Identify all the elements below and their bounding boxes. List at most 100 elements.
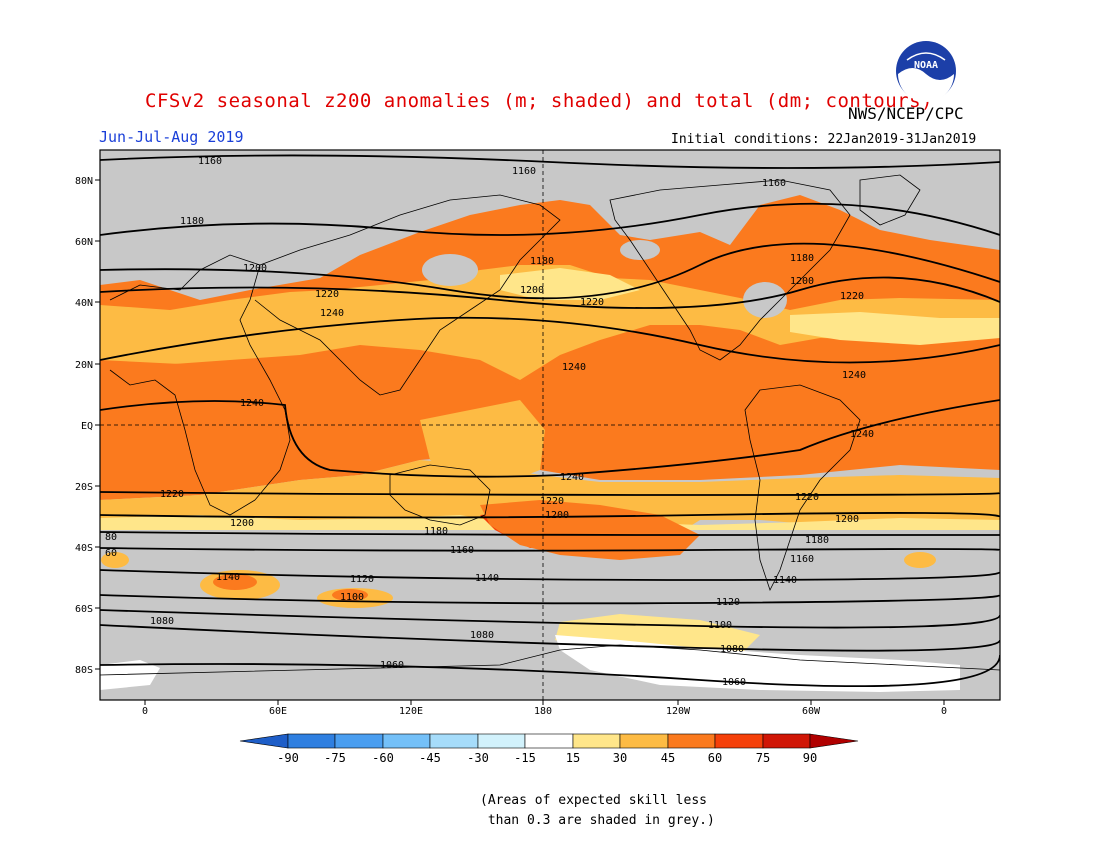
latitude-label: 80S: [75, 665, 93, 676]
longitude-label: 120E: [399, 706, 423, 717]
coastlines: [100, 174, 1000, 676]
contour-1180-sh: [100, 531, 1000, 536]
height-contours: [100, 154, 1000, 688]
colorbar-tick-label: -45: [419, 751, 441, 765]
coast-north-america: [609, 179, 851, 361]
contour-label: 1200: [835, 514, 859, 525]
noaa-logo-text: NOAA: [914, 60, 938, 71]
contour-1160-nh: [100, 154, 1000, 169]
longitude-label: 60E: [269, 706, 287, 717]
contour-label: 1220: [795, 492, 819, 503]
contour-label: 1140: [216, 572, 240, 583]
contour-label: 1180: [805, 535, 829, 546]
anomaly-15-30-nh-patch: [500, 268, 640, 300]
contour-label: 1240: [850, 429, 874, 440]
colorbar-segment: [572, 733, 621, 749]
grey-hole-pacific: [620, 240, 660, 260]
longitude-label: 180: [534, 706, 552, 717]
contour-label: 1180: [424, 526, 448, 537]
latitude-label: 80N: [75, 176, 93, 187]
longitude-label: 60W: [802, 706, 821, 717]
contour-1240-equatorial: [100, 399, 1000, 478]
longitude-axis: 0 60E 120E 180 120W 60W 0: [142, 700, 947, 717]
contour-label: 1240: [560, 472, 584, 483]
contour-label: 60: [105, 548, 117, 559]
contour-label: 1080: [470, 630, 494, 641]
contour-label: 80: [105, 532, 117, 543]
contour-label: 1160: [198, 156, 222, 167]
latitude-label: 60N: [75, 237, 93, 248]
contour-label: 1180: [180, 216, 204, 227]
colorbar-tick-label: 75: [756, 751, 770, 765]
map-field: 1160 1160 1160 1180 1180 1180 1200 1200 …: [100, 150, 1000, 700]
contour-label: 1200: [230, 518, 254, 529]
contour-label: 1180: [790, 253, 814, 264]
contour-label: 1220: [315, 289, 339, 300]
contour-label: 1160: [762, 178, 786, 189]
longitude-label: 0: [142, 706, 148, 717]
colorbar-tick-label: 90: [803, 751, 817, 765]
colorbar-arrow-right: [809, 733, 859, 749]
contour-label: 1200: [790, 276, 814, 287]
contour-label: 1220: [840, 291, 864, 302]
contour-label: 1140: [475, 573, 499, 584]
contour-label: 1100: [708, 620, 732, 631]
colorbar-segment: [524, 733, 574, 749]
longitude-label: 0: [941, 706, 947, 717]
contour-1080-sh: [100, 624, 1000, 652]
contour-label: 1220: [160, 489, 184, 500]
contour-label: 1200: [545, 510, 569, 521]
anomaly-30-45-nh-band: [100, 265, 1000, 380]
organization-label: NWS/NCEP/CPC: [848, 104, 964, 123]
contour-1140-sh: [100, 569, 1000, 581]
colorbar-tick-label: 30: [613, 751, 627, 765]
contour-label: 1160: [790, 554, 814, 565]
latitude-label: 40S: [75, 543, 93, 554]
map-title: CFSv2 seasonal z200 anomalies (m; shaded…: [145, 90, 933, 112]
colorbar-segment: [714, 733, 764, 749]
latitude-label: 40N: [75, 298, 93, 309]
anomaly-patch-atlantic: [904, 552, 936, 568]
contour-label: 1120: [350, 574, 374, 585]
contour-1120-sh: [100, 594, 1000, 605]
skill-footnote-line1: (Areas of expected skill less: [480, 793, 707, 808]
contour-label: 1180: [530, 256, 554, 267]
contour-label: 1080: [150, 616, 174, 627]
initial-conditions-label: Initial conditions: 22Jan2019-31Jan2019: [671, 132, 977, 147]
latitude-label: 20N: [75, 360, 93, 371]
contour-label: 1220: [540, 496, 564, 507]
noaa-logo: NOAA: [896, 41, 956, 102]
colorbar-segment: [477, 733, 526, 749]
grey-hole-canada: [743, 282, 787, 318]
colorbar-tick-label: -90: [277, 751, 299, 765]
contour-label: 1200: [520, 285, 544, 296]
coast-eurasia: [254, 194, 561, 396]
contour-label: 1160: [512, 166, 536, 177]
latitude-axis: 80N 60N 40N 20N EQ 20S 40S 60S 80S: [75, 176, 100, 676]
anomaly-45-60-tropics: [100, 345, 1000, 500]
period-label: Jun-Jul-Aug 2019: [99, 128, 244, 146]
grey-hole-asia: [422, 254, 478, 286]
contour-label: 1220: [580, 297, 604, 308]
contour-label: 1240: [320, 308, 344, 319]
contour-label-group: 1160 1160 1160 1180 1180 1180 1200 1200 …: [105, 156, 874, 688]
colorbar-segment: [619, 733, 669, 749]
contour-label: 1060: [380, 660, 404, 671]
colorbar: [239, 733, 859, 749]
colorbar-tick-label: -15: [514, 751, 536, 765]
colorbar-segment: [429, 733, 479, 749]
colorbar-segment: [382, 733, 431, 749]
contour-1220-sh: [100, 491, 1000, 496]
skill-footnote-line2: than 0.3 are shaded in grey.): [480, 813, 715, 828]
contour-label: 1160: [450, 545, 474, 556]
contour-label: 1100: [340, 592, 364, 603]
contour-label: 1060: [722, 677, 746, 688]
colorbar-tick-label: -75: [324, 751, 346, 765]
contour-label: 1120: [716, 597, 740, 608]
colorbar-segment: [287, 733, 336, 749]
colorbar-arrow-left: [239, 733, 289, 749]
contour-1200-nh: [100, 242, 1000, 300]
anomaly-near-zero-west-antarctic: [100, 660, 160, 690]
contour-label: 1200: [243, 263, 267, 274]
